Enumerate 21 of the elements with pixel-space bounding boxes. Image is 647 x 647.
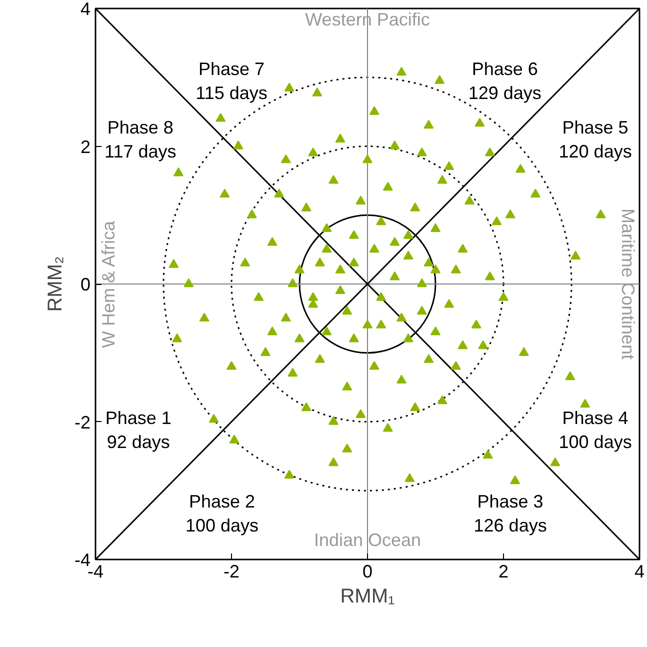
annotation: Phase 3 126 days	[474, 491, 547, 536]
y-tick-label: 4	[80, 0, 91, 19]
x-tick-label: 4	[634, 562, 645, 582]
y-tick-label: -2	[74, 412, 91, 432]
x-tick-label: -2	[224, 562, 240, 582]
annotation: Phase 2 100 days	[185, 491, 259, 536]
y-tick-label: 2	[80, 136, 91, 157]
annotation: Phase 7 115 days	[196, 58, 268, 103]
x-tick-label: 0	[362, 562, 373, 582]
annotation: Phase 5 120 days	[558, 117, 632, 162]
annotation: Phase 1 92 days	[105, 408, 172, 452]
x-axis-title: RMM₁	[340, 586, 396, 608]
y-tick-label: 0	[80, 274, 91, 294]
y-axis-title: RMM₂	[44, 256, 66, 312]
annotation: W Hem & Africa	[98, 220, 118, 348]
annotation: Indian Ocean	[314, 530, 422, 550]
annotation: Maritime Continent	[618, 208, 638, 360]
annotation: Phase 4 100 days	[558, 408, 632, 452]
annotation: Phase 6 129 days	[468, 58, 542, 103]
x-tick-label: 2	[498, 562, 509, 582]
annotation: Phase 8 117 days	[104, 117, 176, 162]
